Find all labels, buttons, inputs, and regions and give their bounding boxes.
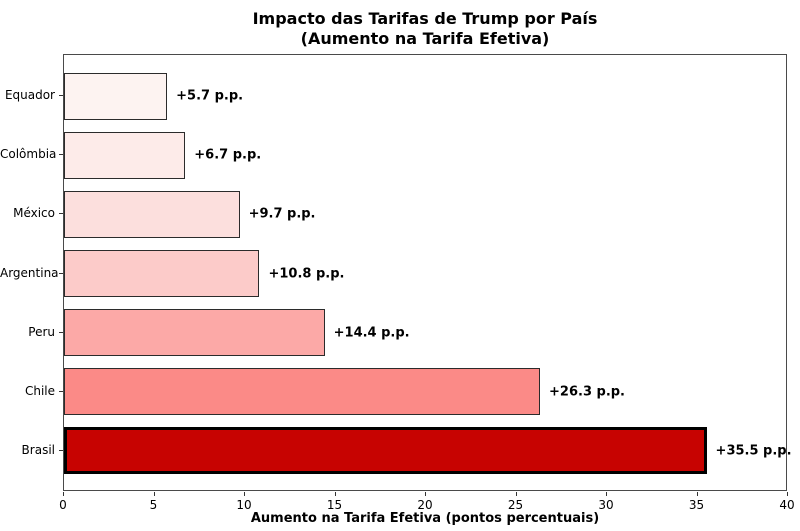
bar-brasil	[64, 427, 707, 475]
x-tick-mark	[244, 492, 245, 496]
x-tick-label: 25	[507, 498, 524, 512]
x-tick-label: 0	[59, 498, 67, 512]
y-tick-mark	[59, 154, 63, 156]
bar-value-label: +35.5 p.p.	[715, 443, 792, 459]
plot-area: +5.7 p.p. +6.7 p.p. +9.7 p.p. +10.8 p.p. +14…	[63, 54, 792, 491]
x-tick-mark	[153, 492, 155, 496]
x-tick-mark	[425, 492, 426, 496]
y-tick-label: Argentina	[0, 265, 59, 280]
bar-chile	[64, 367, 541, 416]
y-tick-mark	[59, 449, 63, 451]
x-tick-label: 20	[417, 498, 433, 512]
chart-title-line2: (Aumento na Tarifa Efetiva)	[300, 29, 550, 49]
y-tick-mark	[59, 390, 63, 392]
x-tick-mark	[515, 492, 517, 496]
x-tick-label: 5	[149, 498, 158, 512]
bar-peru	[64, 308, 325, 357]
bar-colombia	[64, 131, 186, 179]
x-tick-mark	[606, 492, 607, 496]
x-tick-label: 35	[688, 498, 705, 512]
y-tick-label: Peru	[28, 324, 55, 339]
x-tick-label: 15	[326, 498, 343, 512]
y-tick-label: Colômbia	[0, 147, 57, 162]
x-tick-mark	[787, 492, 788, 496]
x-tick-mark	[63, 492, 64, 496]
bar-value-label: +26.3 p.p.	[549, 384, 625, 400]
bar-argentina	[64, 249, 260, 298]
x-tick-label: 40	[779, 498, 795, 512]
x-tick-label: 30	[598, 498, 614, 512]
chart-title: Impacto das Tarifas de Trump por País (A…	[63, 9, 787, 50]
y-tick-mark	[59, 331, 63, 333]
x-tick-label: 10	[236, 498, 252, 512]
y-tick-label: Equador	[4, 88, 55, 103]
y-tick-label: Chile	[24, 383, 55, 398]
bar-value-label: +5.7 p.p.	[176, 88, 244, 104]
bar-equador	[64, 72, 168, 120]
y-tick-label: México	[13, 206, 55, 221]
bar-value-label: +9.7 p.p.	[248, 206, 316, 222]
bar-value-label: +10.8 p.p.	[268, 266, 345, 281]
x-tick-mark	[334, 492, 336, 496]
y-tick-mark	[59, 95, 63, 97]
y-tick-label: Brasil	[21, 442, 55, 457]
chart-title-line1: Impacto das Tarifas de Trump por País	[252, 9, 598, 28]
y-tick-mark	[59, 272, 63, 274]
y-tick-mark	[59, 213, 63, 215]
bar-value-label: +6.7 p.p.	[194, 147, 262, 163]
x-axis-label: Aumento na Tarifa Efetiva (pontos percen…	[250, 511, 600, 526]
x-tick-mark	[696, 492, 698, 496]
bar-value-label: +14.4 p.p.	[333, 325, 410, 341]
bar-mexico	[64, 190, 240, 239]
